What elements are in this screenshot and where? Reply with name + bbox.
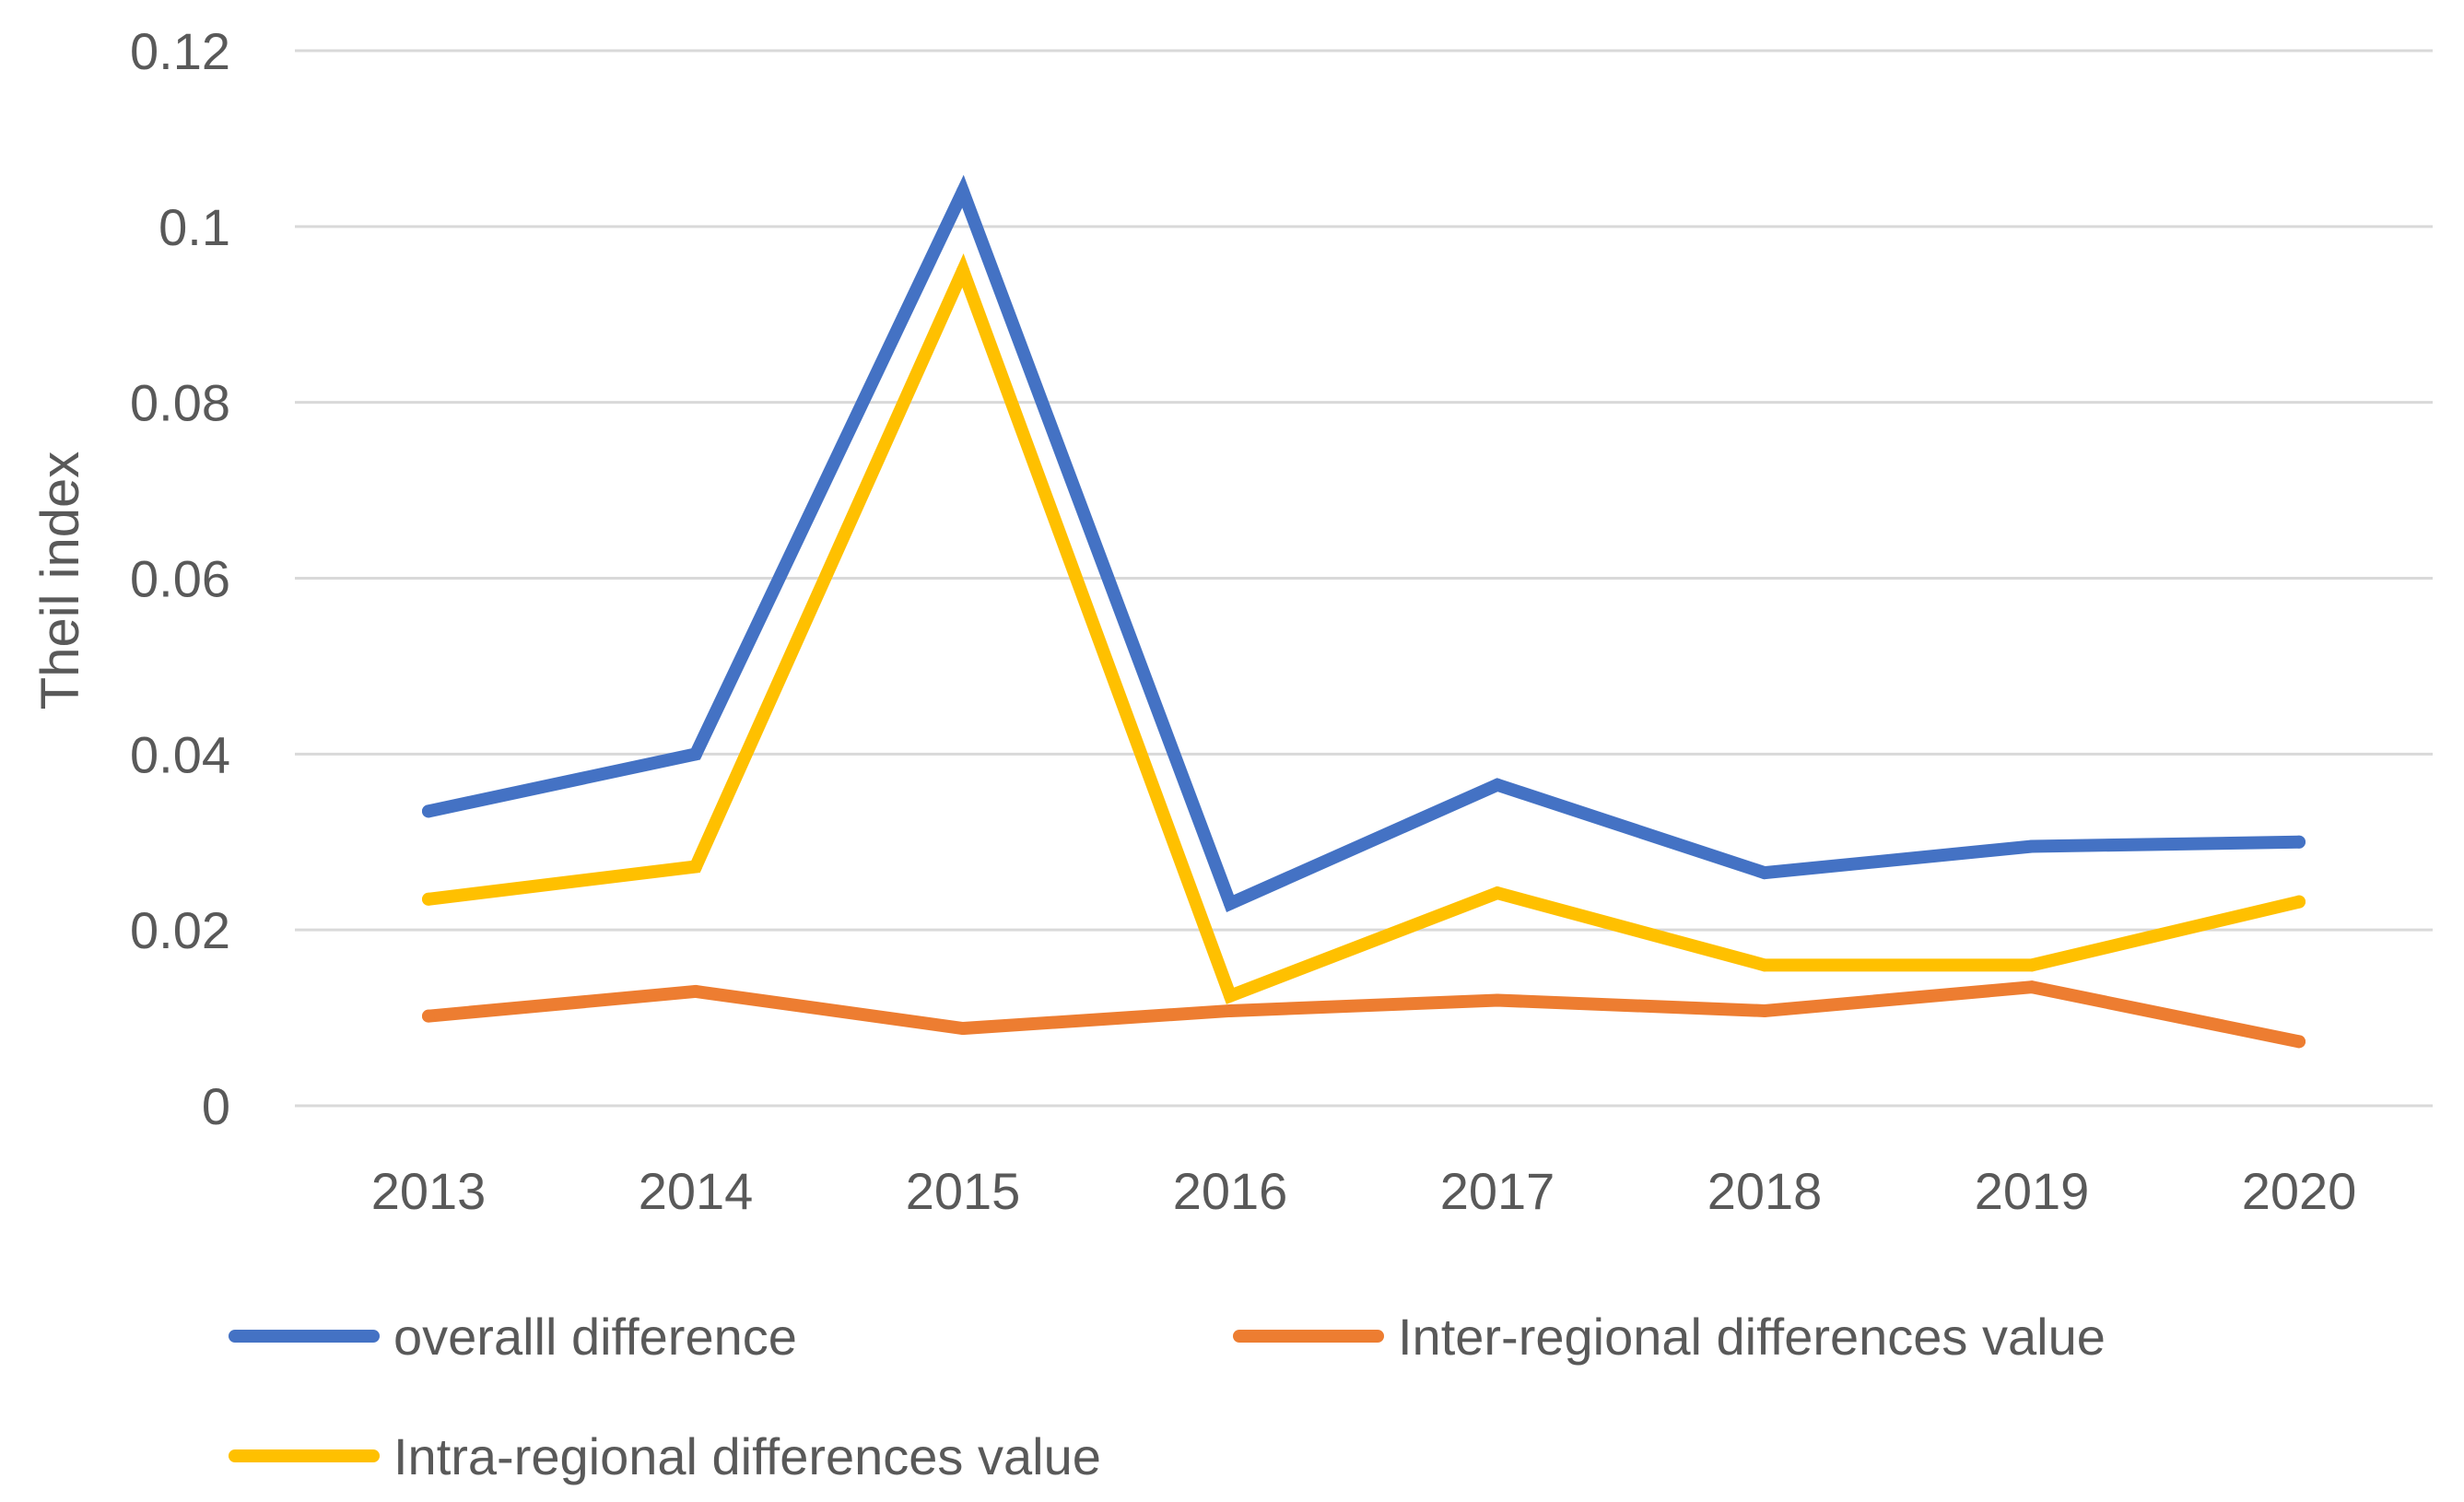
x-tick-label: 2014 <box>639 1162 754 1220</box>
data-point <box>2293 895 2306 909</box>
data-point <box>689 860 702 874</box>
data-point <box>2025 839 2038 853</box>
data-point <box>2293 1035 2306 1049</box>
data-point <box>956 184 969 198</box>
x-axis-ticks: 2013 2014 2015 2016 2017 2018 2019 2020 <box>371 1162 2357 1220</box>
y-tick-label: 0.02 <box>130 901 230 959</box>
data-point <box>422 804 435 818</box>
legend-label: Inter-regional differences value <box>1398 1308 2106 1366</box>
y-axis-title: Theil index <box>30 452 90 710</box>
y-tick-label: 0.08 <box>130 374 230 432</box>
legend: overalll difference Inter-regional differ… <box>229 1308 2106 1485</box>
data-point <box>1224 897 1237 910</box>
legend-label: Intra-regional differences value <box>393 1427 1101 1485</box>
data-point <box>2025 980 2038 994</box>
x-tick-label: 2017 <box>1440 1162 1555 1220</box>
data-point <box>1491 993 1504 1007</box>
data-point <box>422 892 435 906</box>
data-point <box>1224 989 1237 1003</box>
data-point <box>2025 958 2038 972</box>
x-tick-label: 2013 <box>371 1162 487 1220</box>
data-point <box>956 264 969 277</box>
data-point <box>1224 1003 1237 1017</box>
y-tick-label: 0.06 <box>130 550 230 608</box>
x-tick-label: 2018 <box>1707 1162 1823 1220</box>
data-point <box>1758 866 1771 880</box>
series-line-2 <box>422 253 2306 1004</box>
data-point <box>1758 958 1771 972</box>
x-tick-label: 2015 <box>906 1162 1021 1220</box>
y-axis-ticks: 0 0.02 0.04 0.06 0.08 0.1 0.12 <box>130 22 230 1135</box>
x-tick-label: 2020 <box>2242 1162 2357 1220</box>
data-point <box>689 984 702 998</box>
gridlines <box>295 49 2433 1108</box>
data-point <box>1491 778 1504 792</box>
series-line-1 <box>422 980 2306 1049</box>
data-point <box>1758 1003 1771 1017</box>
y-tick-label: 0.12 <box>130 22 230 80</box>
series-lines <box>422 174 2306 1049</box>
x-tick-label: 2016 <box>1173 1162 1288 1220</box>
data-point <box>1491 886 1504 900</box>
series-line-0 <box>422 174 2306 912</box>
x-tick-label: 2019 <box>1975 1162 2090 1220</box>
data-point <box>2293 835 2306 849</box>
legend-label: overalll difference <box>393 1308 797 1366</box>
data-point <box>956 1022 969 1036</box>
y-tick-label: 0.1 <box>158 198 230 256</box>
y-tick-label: 0 <box>202 1077 230 1135</box>
data-point <box>422 1009 435 1023</box>
y-tick-label: 0.04 <box>130 725 230 783</box>
data-point <box>689 747 702 761</box>
